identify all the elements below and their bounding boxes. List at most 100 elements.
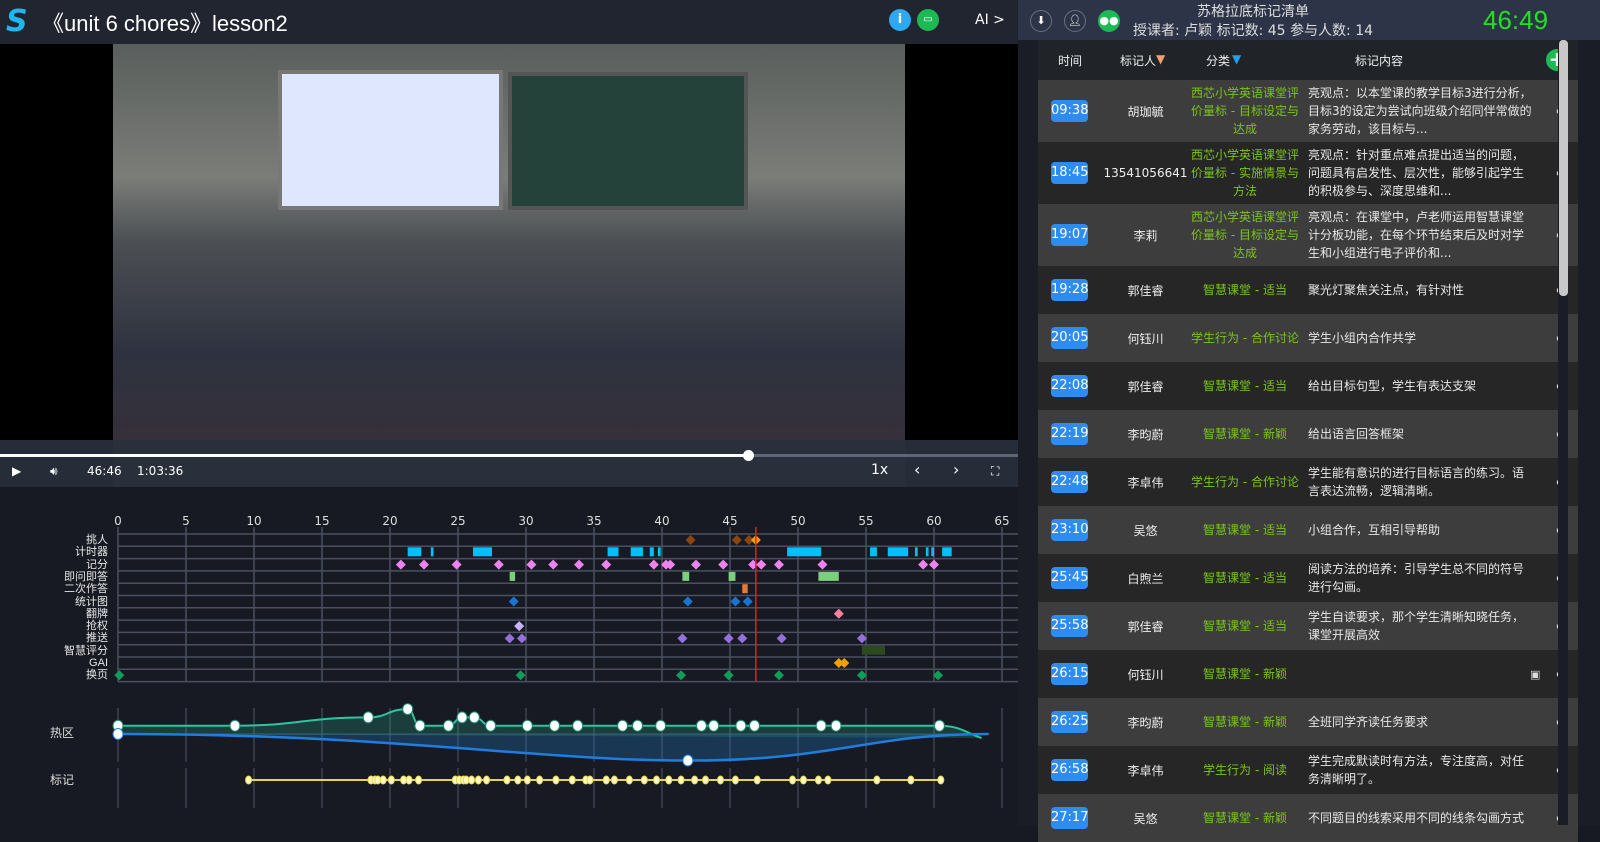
progress-handle[interactable] xyxy=(743,450,755,461)
time-badge[interactable]: 19:07 xyxy=(1051,224,1088,246)
mark-point xyxy=(665,775,673,785)
marker-name: 何钰川 xyxy=(1127,667,1164,682)
time-badge[interactable]: 20:05 xyxy=(1051,327,1088,349)
time-badge[interactable]: 26:58 xyxy=(1051,759,1088,781)
filter-icon[interactable]: ▼ xyxy=(1232,52,1242,66)
info-icon[interactable]: i xyxy=(889,9,911,31)
mark-point xyxy=(873,775,881,785)
speed-button[interactable]: 1x xyxy=(871,462,889,478)
fullscreen-icon[interactable]: ⛶ xyxy=(991,464,1000,478)
heat-upper-area xyxy=(118,709,982,738)
next-icon[interactable]: › xyxy=(953,460,960,479)
time-badge[interactable]: 09:38 xyxy=(1051,100,1088,122)
time-badge[interactable]: 27:17 xyxy=(1051,807,1088,829)
tick-label: 40 xyxy=(654,514,669,528)
table-row[interactable]: 22:19 李昀蔚 智慧课堂 - 新颖 给出语言回答框架 ▬ xyxy=(1038,410,1578,458)
timeline-diamond-mark xyxy=(833,658,844,668)
timeline-bar-mark xyxy=(657,547,661,557)
category: 西芯小学英语课堂评价量标 - 实施情景与方法 xyxy=(1190,148,1299,198)
time-badge[interactable]: 19:28 xyxy=(1051,279,1088,301)
table-row[interactable]: 26:58 李卓伟 学生行为 - 阅读 学生完成默读时有方法，专注度高，对任务清… xyxy=(1038,746,1578,794)
heat-point xyxy=(632,719,644,732)
table-row[interactable]: 19:28 郭佳睿 智慧课堂 - 适当 聚光灯聚焦关注点，有针对性 ▬ xyxy=(1038,266,1578,314)
mark-point xyxy=(691,775,699,785)
panel-title: 苏格拉底标记清单 xyxy=(1197,4,1309,20)
table-row[interactable]: 25:58 郭佳睿 智慧课堂 - 适当 学生自读要求，那个学生清晰知晓任务，课堂… xyxy=(1038,602,1578,650)
tick-label: 65 xyxy=(994,514,1009,528)
table-row[interactable]: 19:07 李莉 西芯小学英语课堂评价量标 - 目标设定与达成 亮观点：在课堂中… xyxy=(1038,204,1578,266)
time-badge[interactable]: 22:19 xyxy=(1051,423,1088,445)
scrollbar-thumb[interactable] xyxy=(1559,40,1568,296)
tick-label: 30 xyxy=(518,514,533,528)
timeline-diamond-mark xyxy=(718,559,729,570)
timeline-diamond-mark xyxy=(856,670,867,681)
table-row[interactable]: 25:45 白煦兰 智慧课堂 - 适当 阅读方法的培养：引导学生总不同的符号进行… xyxy=(1038,554,1578,602)
timeline-bar-mark xyxy=(630,547,643,557)
lesson-title: 《unit 6 chores》lesson2 xyxy=(42,11,288,36)
time-badge[interactable]: 22:08 xyxy=(1051,375,1088,397)
heat-point xyxy=(549,719,561,732)
mark-content: 不同题目的线索采用不同的线条勾画方式 xyxy=(1308,811,1525,825)
volume-icon[interactable]: 🔊︎ xyxy=(50,464,58,478)
marks-label: 标记 xyxy=(50,773,74,787)
video-player[interactable] xyxy=(0,44,1018,487)
table-row[interactable]: 22:08 郭佳睿 智慧课堂 - 适当 给出目标句型，学生有表达支架 ▬ xyxy=(1038,362,1578,410)
col-marker[interactable]: 标记人 xyxy=(1120,54,1157,68)
heat-point xyxy=(830,719,842,732)
mark-content: 给出目标句型，学生有表达支架 xyxy=(1308,379,1477,393)
timeline-diamond-mark xyxy=(685,535,696,545)
heat-point xyxy=(414,719,426,732)
col-category[interactable]: 分类 xyxy=(1206,54,1231,68)
table-row[interactable]: 26:25 李昀蔚 智慧课堂 - 新颖 全班同学齐读任务要求 ▬ xyxy=(1038,698,1578,746)
time-badge[interactable]: 25:58 xyxy=(1051,615,1088,637)
filter-icon[interactable]: ▼ xyxy=(1156,52,1166,66)
tick-label: 20 xyxy=(382,514,397,528)
timeline-bar-mark xyxy=(931,547,934,557)
mark-point xyxy=(536,775,544,785)
marker-name: 李卓伟 xyxy=(1127,763,1164,778)
time-badge[interactable]: 26:15 xyxy=(1051,663,1088,685)
user-icon[interactable]: 👤︎ xyxy=(1064,10,1086,32)
group-icon[interactable]: ●● xyxy=(1098,10,1120,32)
marker-name: 李莉 xyxy=(1133,228,1158,243)
heat-point xyxy=(695,719,707,732)
marker-name: 吴悠 xyxy=(1133,523,1158,538)
tick-label: 25 xyxy=(450,514,465,528)
table-row[interactable]: 18:45 13541056641 西芯小学英语课堂评价量标 - 实施情景与方法… xyxy=(1038,142,1578,204)
projector-screen xyxy=(278,70,503,210)
mark-point xyxy=(677,775,685,785)
time-badge[interactable]: 25:45 xyxy=(1051,567,1088,589)
heat-point xyxy=(456,711,468,724)
mark-point xyxy=(468,775,476,785)
timeline-diamond-mark xyxy=(516,633,527,644)
category: 智慧课堂 - 新颖 xyxy=(1203,811,1287,825)
chat-icon[interactable]: ▭ xyxy=(917,9,939,31)
ai-panel-button[interactable]: AI > xyxy=(975,12,1005,28)
timeline-diamond-mark xyxy=(856,633,867,644)
play-icon[interactable]: ▶ xyxy=(12,464,22,478)
table-row[interactable]: 22:48 李卓伟 学生行为 - 合作讨论 学生能有意识的进行目标语言的练习。语… xyxy=(1038,458,1578,506)
timeline-diamond-mark xyxy=(773,559,784,570)
prev-icon[interactable]: ‹ xyxy=(914,460,921,479)
mark-content: 学生小组内合作共学 xyxy=(1308,331,1417,345)
scrollbar[interactable] xyxy=(1558,40,1568,825)
table-row[interactable]: 27:17 吴悠 智慧课堂 - 新颖 不同题目的线索采用不同的线条勾画方式 ▬ xyxy=(1038,794,1578,842)
table-row[interactable]: 26:15 何钰川 智慧课堂 - 新颖 ▣ ▬ xyxy=(1038,650,1578,698)
image-icon[interactable]: ▣ xyxy=(1530,667,1541,681)
timeline-diamond-mark xyxy=(451,559,462,570)
mark-point xyxy=(387,775,395,785)
heat-point xyxy=(112,728,124,740)
time-badge[interactable]: 23:10 xyxy=(1051,519,1088,541)
tick-label: 15 xyxy=(314,514,329,528)
category: 西芯小学英语课堂评价量标 - 目标设定与达成 xyxy=(1190,210,1299,260)
col-time[interactable]: 时间 xyxy=(1058,54,1083,68)
heat-point xyxy=(655,719,667,732)
download-icon[interactable]: ⬇ xyxy=(1030,10,1052,32)
time-badge[interactable]: 26:25 xyxy=(1051,711,1088,733)
table-row[interactable]: 23:10 吴悠 智慧课堂 - 适当 小组合作，互相引导帮助 ▬ xyxy=(1038,506,1578,554)
time-badge[interactable]: 18:45 xyxy=(1051,162,1088,184)
time-badge[interactable]: 22:48 xyxy=(1051,471,1088,493)
table-row[interactable]: 20:05 何钰川 学生行为 - 合作讨论 学生小组内合作共学 ▬ xyxy=(1038,314,1578,362)
table-row[interactable]: 09:38 胡珈毓 西芯小学英语课堂评价量标 - 目标设定与达成 亮观点：以本堂… xyxy=(1038,80,1578,142)
